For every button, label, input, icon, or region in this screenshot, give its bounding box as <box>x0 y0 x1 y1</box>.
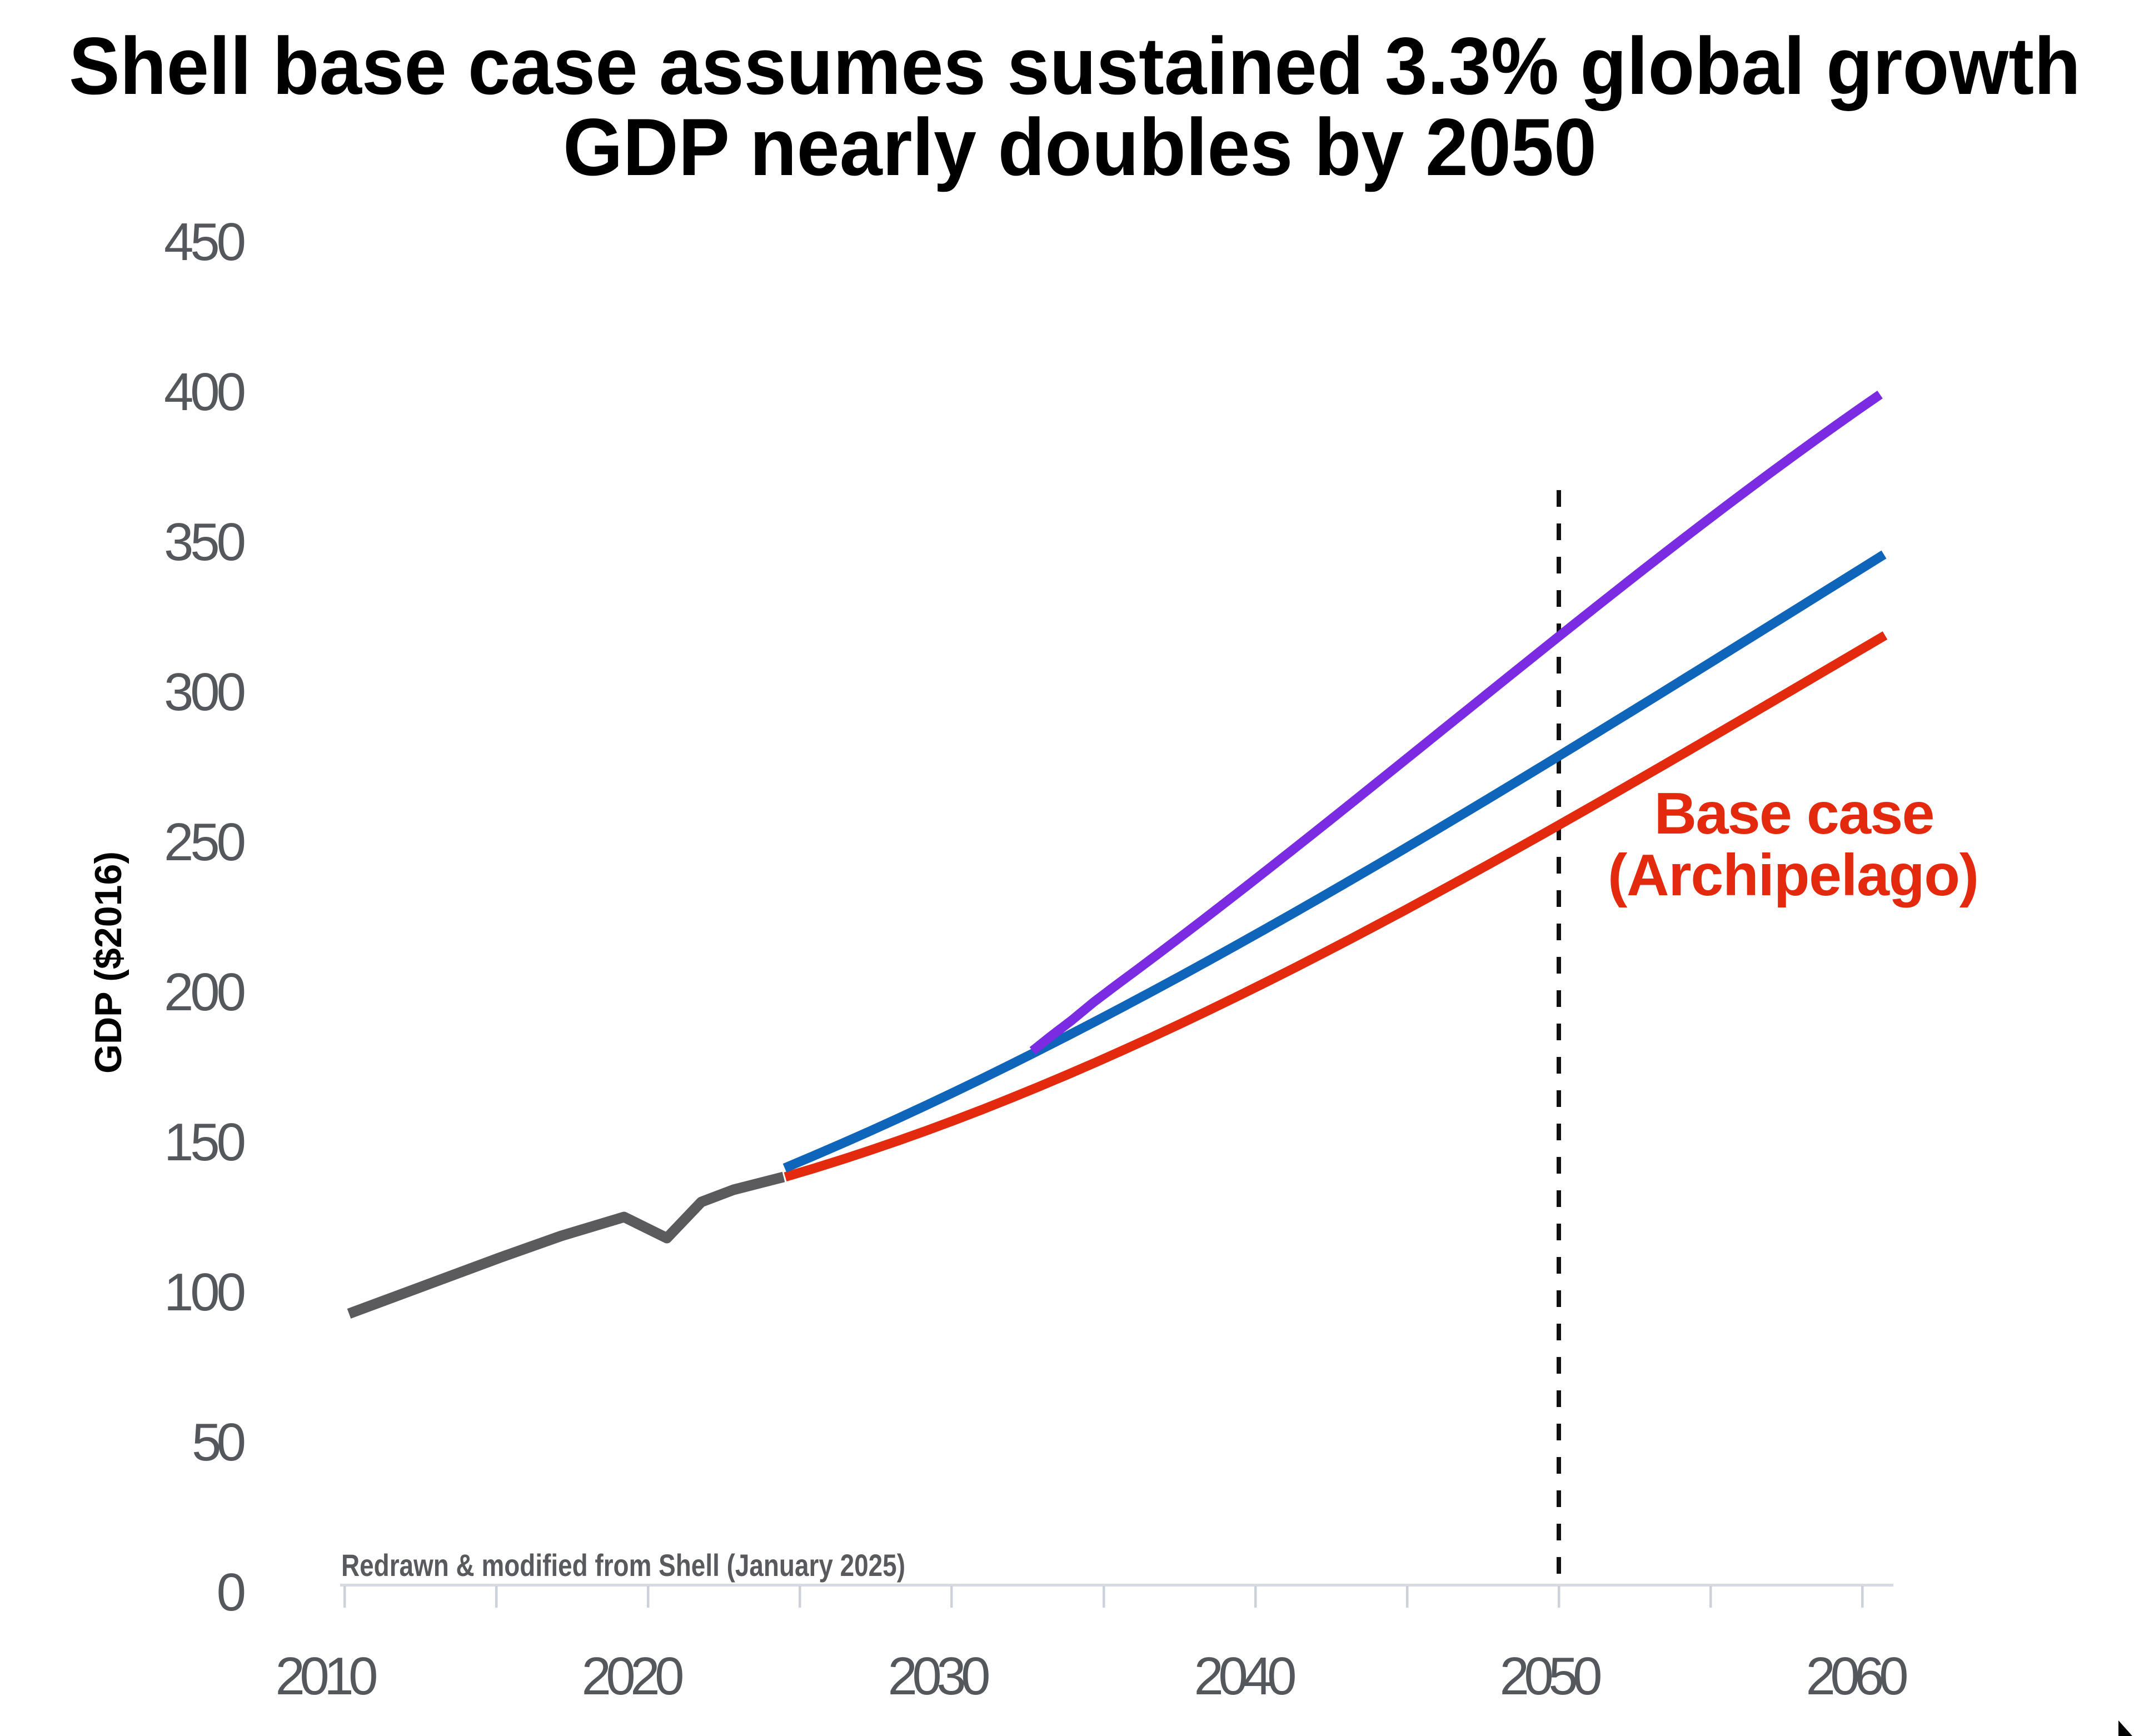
svg-text:(Archipelago): (Archipelago) <box>1608 842 1979 908</box>
svg-text:2040: 2040 <box>1194 1647 1297 1706</box>
svg-text:250: 250 <box>164 812 246 872</box>
svg-text:0: 0 <box>217 1563 246 1622</box>
svg-text:Shell base case assumes sustai: Shell base case assumes sustained 3.3% g… <box>69 21 2081 111</box>
svg-text:2060: 2060 <box>1806 1647 1909 1706</box>
svg-text:450: 450 <box>164 212 246 272</box>
svg-text:GDP nearly doubles by 2050: GDP nearly doubles by 2050 <box>563 102 1597 192</box>
svg-text:150: 150 <box>164 1113 246 1172</box>
svg-text:2020: 2020 <box>582 1647 685 1706</box>
svg-text:2050: 2050 <box>1500 1647 1603 1706</box>
svg-text:50: 50 <box>192 1413 246 1472</box>
svg-text:350: 350 <box>164 512 246 572</box>
svg-text:Base case: Base case <box>1654 781 1935 846</box>
svg-text:2010: 2010 <box>276 1647 378 1706</box>
svg-text:300: 300 <box>164 662 246 722</box>
svg-text:400: 400 <box>164 362 246 422</box>
svg-text:100: 100 <box>164 1263 246 1322</box>
svg-text:Redrawn & modified from Shell: Redrawn & modified from Shell (January 2… <box>341 1548 905 1583</box>
svg-text:GDP ($2016): GDP ($2016) <box>87 851 129 1074</box>
svg-text:200: 200 <box>164 962 246 1022</box>
svg-text:2030: 2030 <box>888 1647 991 1706</box>
